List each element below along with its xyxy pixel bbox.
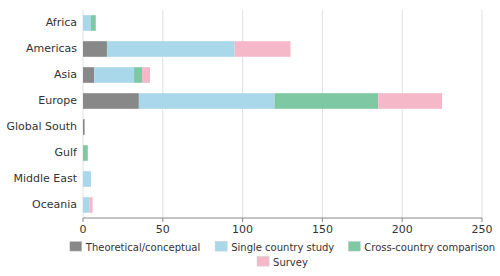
tick-label: 150 [312, 223, 333, 236]
bar-segment [134, 67, 142, 83]
bar-segment [87, 145, 88, 161]
grid-line [482, 10, 483, 218]
category-label: Asia [54, 68, 77, 81]
bar-segment [90, 171, 91, 187]
bar-segment [84, 119, 85, 135]
tick-mark [322, 218, 323, 222]
bar-segment [139, 93, 275, 109]
legend-swatch [215, 242, 227, 252]
legend-swatch [348, 242, 360, 252]
legend-swatch [257, 257, 269, 267]
bar-segment [83, 67, 94, 83]
chart: Africa Americas Asia Europe Global South Gulf… [0, 0, 500, 276]
bar-segment [83, 15, 91, 31]
bar-segment [83, 171, 91, 187]
legend-item: Cross-country comparison [348, 242, 495, 253]
tick-label: 250 [472, 223, 493, 236]
bar-segment [94, 67, 134, 83]
bar-segment [83, 41, 107, 57]
chart-container: Africa Americas Asia Europe Global South Gulf… [0, 0, 500, 276]
category-label: Oceania [32, 198, 77, 211]
category-label: Europe [38, 94, 77, 107]
category-label: Middle East [13, 172, 77, 185]
legend: Theoretical/conceptual Single country stu… [70, 242, 495, 268]
tick-mark [162, 218, 163, 222]
legend-item: Theoretical/conceptual [70, 242, 200, 253]
tick-mark [242, 218, 243, 222]
legend-item: Single country study [215, 242, 334, 253]
bar-segment [83, 119, 85, 135]
bar-segment [91, 15, 96, 31]
legend-item: Survey [257, 257, 308, 268]
legend-swatch [70, 242, 82, 252]
x-axis: 0 50 100 150 200 250 [80, 218, 493, 236]
tick-mark [83, 218, 84, 222]
bar-segment [83, 93, 139, 109]
tick-label: 0 [80, 223, 87, 236]
tick-label: 200 [392, 223, 413, 236]
x-axis-line [83, 218, 482, 219]
bar-segment [83, 197, 89, 213]
grid [83, 10, 482, 218]
bars [83, 15, 442, 213]
bar-segment [95, 15, 96, 31]
category-label: Global South [6, 120, 77, 133]
bar-segment [107, 41, 235, 57]
tick-mark [402, 218, 403, 222]
bar-segment [84, 119, 85, 135]
category-label: Africa [46, 16, 77, 29]
grid-line [322, 10, 323, 218]
tick-mark [482, 218, 483, 222]
bar-segment [142, 67, 150, 83]
category-label: Americas [26, 42, 77, 55]
legend-label: Cross-country comparison [364, 242, 495, 253]
bar-segment [83, 145, 88, 161]
bar-segment [275, 93, 379, 109]
bar-segment [89, 197, 92, 213]
category-label: Gulf [55, 146, 79, 159]
grid-line [402, 10, 403, 218]
tick-label: 100 [232, 223, 253, 236]
bar-segment [90, 171, 91, 187]
legend-label: Single country study [231, 242, 334, 253]
bar-segment [235, 41, 291, 57]
y-axis-labels: Africa Americas Asia Europe Global South Gulf… [6, 16, 78, 211]
legend-label: Theoretical/conceptual [85, 242, 200, 253]
legend-label: Survey [273, 257, 308, 268]
bar-segment [84, 119, 85, 135]
bar-segment [378, 93, 442, 109]
tick-label: 50 [156, 223, 170, 236]
